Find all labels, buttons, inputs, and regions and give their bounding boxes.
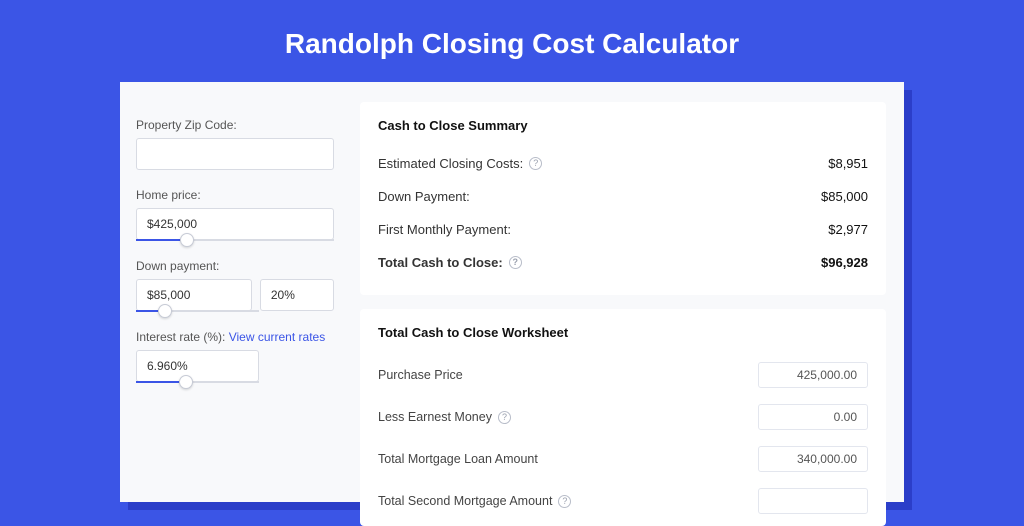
- summary-row-label: Estimated Closing Costs:?: [378, 156, 542, 171]
- down-payment-field: Down payment:: [136, 259, 334, 312]
- summary-row-label-text: Down Payment:: [378, 189, 470, 204]
- down-payment-slider[interactable]: [136, 310, 259, 312]
- worksheet-value-input[interactable]: [758, 404, 868, 430]
- zip-field: Property Zip Code:: [136, 118, 334, 170]
- worksheet-value-input[interactable]: [758, 488, 868, 514]
- worksheet-row-label-text: Total Mortgage Loan Amount: [378, 452, 538, 466]
- calculator-panel: Property Zip Code: Home price: Down paym…: [120, 82, 904, 502]
- summary-row: Estimated Closing Costs:? $8,951: [378, 147, 868, 180]
- summary-row-label: First Monthly Payment:: [378, 222, 511, 237]
- summary-row-label: Total Cash to Close:?: [378, 255, 522, 270]
- summary-card: Cash to Close Summary Estimated Closing …: [360, 102, 886, 295]
- worksheet-value-input[interactable]: [758, 446, 868, 472]
- zip-input[interactable]: [136, 138, 334, 170]
- worksheet-row: Purchase Price: [378, 354, 868, 396]
- worksheet-title: Total Cash to Close Worksheet: [378, 325, 868, 340]
- zip-label: Property Zip Code:: [136, 118, 334, 132]
- worksheet-row-label-text: Less Earnest Money: [378, 410, 492, 424]
- summary-row: Total Cash to Close:? $96,928: [378, 246, 868, 279]
- home-price-slider[interactable]: [136, 239, 334, 241]
- worksheet-row: Total Mortgage Loan Amount: [378, 438, 868, 480]
- slider-thumb[interactable]: [180, 233, 194, 247]
- worksheet-row-label-text: Purchase Price: [378, 368, 463, 382]
- summary-row: Down Payment: $85,000: [378, 180, 868, 213]
- worksheet-row-label: Total Second Mortgage Amount?: [378, 494, 571, 508]
- worksheet-card: Total Cash to Close Worksheet Purchase P…: [360, 309, 886, 526]
- worksheet-row: Total Second Mortgage Amount?: [378, 480, 868, 522]
- slider-fill: [136, 381, 179, 383]
- summary-row-value: $85,000: [821, 189, 868, 204]
- help-icon[interactable]: ?: [498, 411, 511, 424]
- summary-row-label: Down Payment:: [378, 189, 470, 204]
- view-rates-link[interactable]: View current rates: [229, 330, 326, 344]
- home-price-field: Home price:: [136, 188, 334, 241]
- worksheet-value-input[interactable]: [758, 362, 868, 388]
- worksheet-row-label: Total Mortgage Loan Amount: [378, 452, 538, 466]
- help-icon[interactable]: ?: [509, 256, 522, 269]
- slider-fill: [136, 310, 158, 312]
- worksheet-row-label: Less Earnest Money?: [378, 410, 511, 424]
- help-icon[interactable]: ?: [558, 495, 571, 508]
- down-payment-label: Down payment:: [136, 259, 334, 273]
- worksheet-row-label: Purchase Price: [378, 368, 463, 382]
- results-column: Cash to Close Summary Estimated Closing …: [350, 82, 904, 502]
- home-price-label: Home price:: [136, 188, 334, 202]
- summary-row-value: $8,951: [828, 156, 868, 171]
- interest-rate-slider[interactable]: [136, 381, 259, 383]
- worksheet-row: Less Earnest Money?: [378, 396, 868, 438]
- home-price-input[interactable]: [136, 208, 334, 240]
- page-title: Randolph Closing Cost Calculator: [0, 0, 1024, 82]
- summary-row-value: $2,977: [828, 222, 868, 237]
- inputs-column: Property Zip Code: Home price: Down paym…: [120, 82, 350, 502]
- summary-row-label-text: Estimated Closing Costs:: [378, 156, 523, 171]
- interest-rate-label: Interest rate (%): View current rates: [136, 330, 334, 344]
- summary-row-value: $96,928: [821, 255, 868, 270]
- help-icon[interactable]: ?: [529, 157, 542, 170]
- slider-thumb[interactable]: [158, 304, 172, 318]
- summary-row-label-text: Total Cash to Close:: [378, 255, 503, 270]
- summary-row-label-text: First Monthly Payment:: [378, 222, 511, 237]
- slider-thumb[interactable]: [179, 375, 193, 389]
- slider-fill: [136, 239, 180, 241]
- worksheet-row-label-text: Total Second Mortgage Amount: [378, 494, 552, 508]
- down-payment-amount-input[interactable]: [136, 279, 252, 311]
- interest-rate-label-text: Interest rate (%):: [136, 330, 225, 344]
- interest-rate-input[interactable]: [136, 350, 259, 382]
- summary-row: First Monthly Payment: $2,977: [378, 213, 868, 246]
- interest-rate-field: Interest rate (%): View current rates: [136, 330, 334, 383]
- down-payment-percent-input[interactable]: [260, 279, 334, 311]
- summary-title: Cash to Close Summary: [378, 118, 868, 133]
